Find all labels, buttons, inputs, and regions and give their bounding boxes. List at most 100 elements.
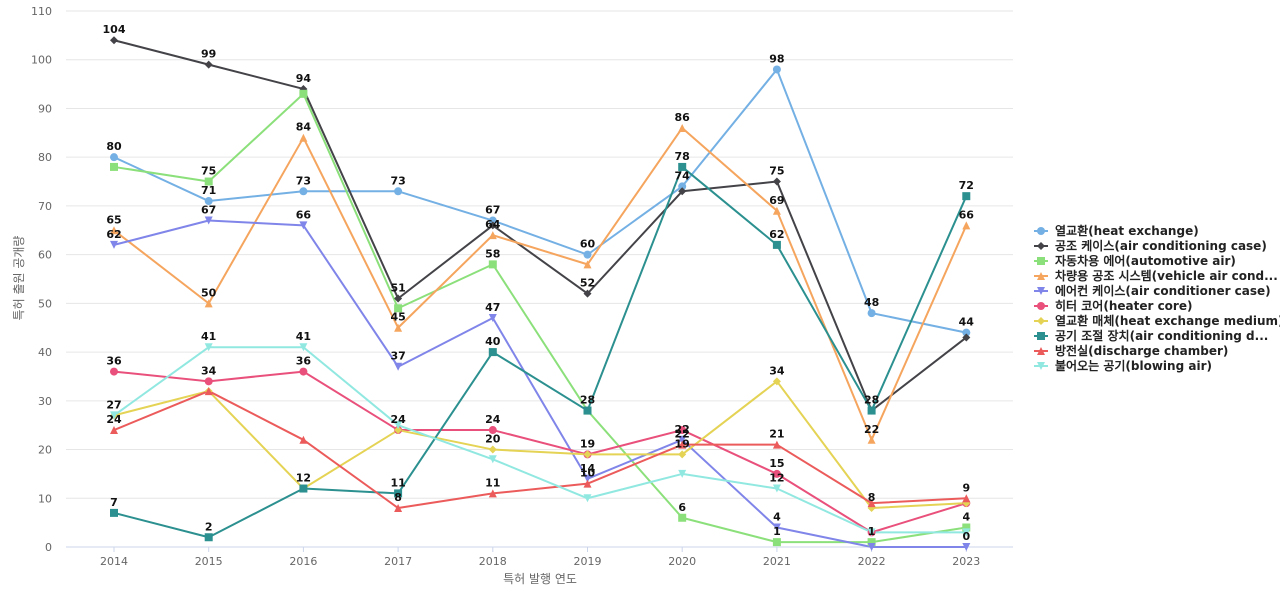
legend-item[interactable]: 불어오는 공기(blowing air) — [1034, 358, 1212, 373]
data-point — [772, 177, 781, 186]
data-point — [772, 206, 781, 215]
data-label: 72 — [959, 179, 974, 192]
legend-label: 불어오는 공기(blowing air) — [1055, 358, 1212, 373]
legend-item[interactable]: 방전실(discharge chamber) — [1034, 343, 1228, 358]
data-label: 6 — [678, 501, 686, 514]
data-point — [867, 528, 876, 537]
data-label: 104 — [103, 23, 126, 36]
data-point — [299, 133, 308, 142]
data-point — [488, 489, 497, 498]
grid-lines — [66, 10, 1013, 548]
data-point — [394, 323, 403, 332]
data-label: 99 — [201, 48, 216, 61]
data-label: 62 — [106, 228, 121, 241]
series-line-8 — [113, 390, 967, 510]
data-label: 21 — [769, 428, 784, 441]
data-point — [962, 328, 971, 337]
data-point — [204, 343, 213, 352]
legend-marker — [1037, 347, 1045, 355]
data-label: 14 — [580, 462, 596, 475]
data-point — [299, 89, 308, 98]
x-tick-label: 2023 — [952, 555, 980, 568]
data-point — [394, 187, 403, 196]
data-point — [772, 484, 781, 493]
y-tick-label: 30 — [38, 395, 52, 408]
y-tick-label: 40 — [38, 346, 52, 359]
data-point — [110, 508, 118, 517]
data-point — [394, 294, 403, 303]
data-label: 80 — [106, 140, 122, 153]
data-point — [488, 260, 497, 269]
series-line-9 — [113, 346, 967, 534]
data-point — [299, 221, 308, 230]
data-point — [583, 450, 592, 459]
data-label: 28 — [864, 394, 879, 407]
legend-item[interactable]: 차량용 공조 시스템(vehicle air cond... — [1034, 268, 1278, 283]
data-label: 74 — [675, 169, 691, 182]
data-label: 67 — [201, 204, 216, 217]
data-point — [204, 387, 213, 396]
data-point — [488, 231, 497, 240]
data-point — [299, 484, 308, 493]
legend-marker — [1037, 287, 1045, 295]
data-point — [299, 435, 308, 444]
legend-label: 공기 조절 장치(air conditioning d... — [1055, 328, 1268, 343]
data-label: 51 — [390, 281, 405, 294]
data-label: 22 — [675, 423, 690, 436]
legend-marker — [1037, 227, 1045, 235]
data-label: 11 — [390, 476, 405, 489]
x-tick-label: 2015 — [195, 555, 223, 568]
data-point — [110, 411, 118, 420]
data-label: 58 — [485, 247, 500, 260]
data-point — [678, 513, 687, 522]
legend: 열교환(heat exchange)공조 케이스(air conditionin… — [1034, 223, 1280, 373]
x-tick-label: 2014 — [100, 555, 128, 568]
data-point — [583, 479, 592, 488]
legend-marker — [1037, 242, 1045, 250]
data-label: 2 — [205, 520, 213, 533]
data-point — [488, 445, 497, 454]
legend-marker — [1037, 317, 1045, 325]
y-tick-label: 60 — [38, 249, 52, 262]
data-point — [772, 377, 781, 386]
series-line-3 — [113, 126, 968, 441]
data-label: 45 — [390, 311, 405, 324]
data-point — [678, 450, 687, 459]
data-label: 64 — [485, 218, 501, 231]
legend-item[interactable]: 열교환 매체(heat exchange medium) — [1034, 313, 1280, 328]
legend-item[interactable]: 공기 조절 장치(air conditioning d... — [1034, 328, 1268, 343]
data-point — [583, 289, 592, 298]
data-point — [110, 162, 118, 171]
x-tick-label: 2021 — [763, 555, 791, 568]
data-point — [488, 216, 497, 225]
legend-item[interactable]: 공조 케이스(air conditioning case) — [1034, 238, 1267, 253]
x-axis-ticks: 2014 2015 2016 2017 2018 2019 2020 2021 2022 2023 — [100, 547, 980, 568]
data-point — [772, 240, 781, 249]
data-point — [772, 65, 781, 74]
legend-label: 에어컨 케이스(air conditioner case) — [1055, 283, 1271, 298]
data-label: 7 — [110, 496, 118, 509]
series-line-4 — [113, 219, 967, 548]
legend-item[interactable]: 에어컨 케이스(air conditioner case) — [1034, 283, 1271, 298]
legend-item[interactable]: 자동차용 에어(automotive air) — [1034, 253, 1236, 268]
data-label: 11 — [485, 476, 500, 489]
legend-item[interactable]: 히터 코어(heater core) — [1034, 298, 1192, 313]
data-point — [678, 187, 687, 196]
legend-marker — [1037, 302, 1045, 310]
data-label: 1 — [773, 525, 781, 538]
data-point — [488, 348, 497, 357]
data-label: 75 — [769, 165, 784, 178]
data-label: 27 — [106, 398, 121, 411]
data-point — [204, 377, 213, 386]
data-point — [678, 435, 687, 444]
data-point — [299, 187, 308, 196]
data-label: 12 — [296, 472, 311, 485]
legend-item[interactable]: 열교환(heat exchange) — [1034, 223, 1199, 238]
data-point — [204, 197, 213, 206]
x-tick-label: 2022 — [858, 555, 886, 568]
legend-marker — [1037, 332, 1045, 340]
data-label: 20 — [485, 433, 501, 446]
data-label: 8 — [868, 491, 876, 504]
data-point — [110, 367, 118, 376]
data-label: 10 — [580, 467, 596, 480]
